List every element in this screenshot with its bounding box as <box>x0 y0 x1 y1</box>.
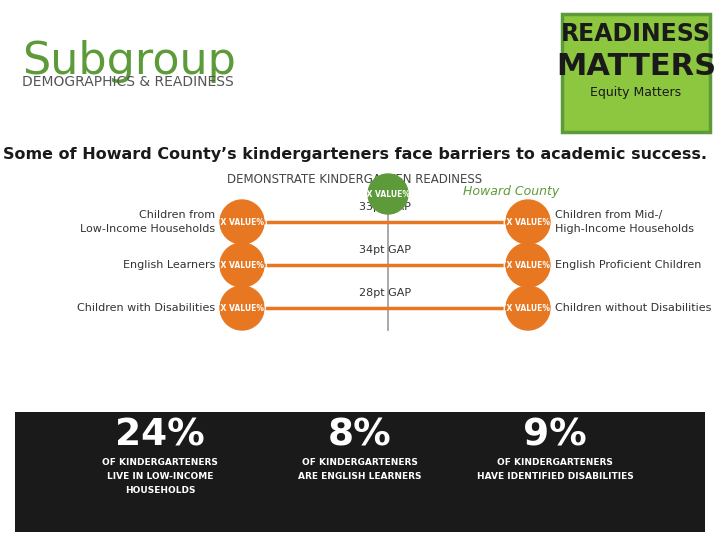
Text: English Learners: English Learners <box>122 260 215 270</box>
Text: [X VALUE%]: [X VALUE%] <box>503 260 553 269</box>
Text: READINESS: READINESS <box>561 22 711 46</box>
Circle shape <box>506 200 550 244</box>
Text: 8%: 8% <box>328 418 392 454</box>
Text: [X VALUE%]: [X VALUE%] <box>217 260 267 269</box>
Text: Children from Mid-/
High-Income Households: Children from Mid-/ High-Income Househol… <box>555 211 694 234</box>
Text: OF KINDERGARTENERS: OF KINDERGARTENERS <box>102 458 218 467</box>
Text: Children without Disabilities: Children without Disabilities <box>555 303 711 313</box>
Text: MATTERS: MATTERS <box>556 52 716 81</box>
Text: [X VALUE%]: [X VALUE%] <box>503 303 553 313</box>
Text: 9%: 9% <box>523 418 587 454</box>
Text: Children with Disabilities: Children with Disabilities <box>77 303 215 313</box>
Text: DEMONSTRATE KINDERGARTEN READINESS: DEMONSTRATE KINDERGARTEN READINESS <box>228 173 482 186</box>
Text: [X VALUE%]: [X VALUE%] <box>217 218 267 226</box>
Text: [X VALUE%[: [X VALUE%[ <box>363 190 413 199</box>
Text: Subgroup: Subgroup <box>22 40 236 83</box>
FancyBboxPatch shape <box>562 14 710 132</box>
Circle shape <box>220 243 264 287</box>
Circle shape <box>506 243 550 287</box>
Text: English Proficient Children: English Proficient Children <box>555 260 701 270</box>
Circle shape <box>220 286 264 330</box>
Text: Equity Matters: Equity Matters <box>590 86 682 99</box>
Text: 24%: 24% <box>115 418 205 454</box>
Text: DEMOGRAPHICS & READINESS: DEMOGRAPHICS & READINESS <box>22 75 234 89</box>
Text: Howard County: Howard County <box>463 185 559 198</box>
Text: Children from
Low-Income Households: Children from Low-Income Households <box>80 211 215 234</box>
Text: ARE ENGLISH LEARNERS: ARE ENGLISH LEARNERS <box>298 472 422 481</box>
Text: [X VALUE%]: [X VALUE%] <box>503 218 553 226</box>
Circle shape <box>368 174 408 214</box>
Text: LIVE IN LOW-INCOME: LIVE IN LOW-INCOME <box>107 472 213 481</box>
Text: OF KINDERGARTENERS: OF KINDERGARTENERS <box>497 458 613 467</box>
Circle shape <box>220 200 264 244</box>
Text: HAVE IDENTIFIED DISABILITIES: HAVE IDENTIFIED DISABILITIES <box>477 472 634 481</box>
Text: 28pt GAP: 28pt GAP <box>359 288 411 298</box>
Text: 33pt GAP: 33pt GAP <box>359 202 411 212</box>
Circle shape <box>506 286 550 330</box>
FancyBboxPatch shape <box>15 412 705 532</box>
Text: [X VALUE%[: [X VALUE%[ <box>217 303 267 313</box>
Text: OF KINDERGARTENERS: OF KINDERGARTENERS <box>302 458 418 467</box>
Text: Some of Howard County’s kindergarteners face barriers to academic success.: Some of Howard County’s kindergarteners … <box>3 147 707 162</box>
Text: 34pt GAP: 34pt GAP <box>359 245 411 255</box>
Text: HOUSEHOLDS: HOUSEHOLDS <box>125 486 195 495</box>
